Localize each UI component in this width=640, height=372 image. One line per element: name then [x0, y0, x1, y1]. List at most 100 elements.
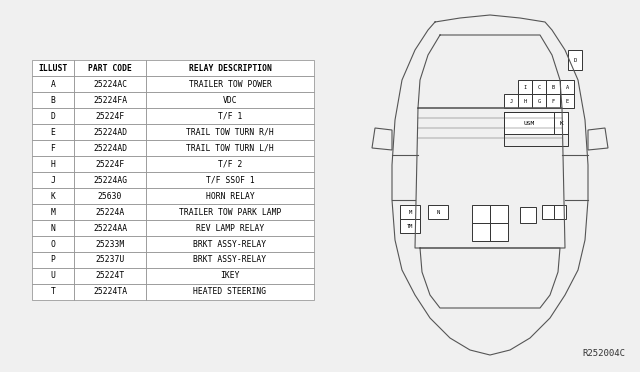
Text: TRAIL TOW TURN L/H: TRAIL TOW TURN L/H — [186, 144, 274, 153]
Text: BRKT ASSY-RELAY: BRKT ASSY-RELAY — [193, 256, 267, 264]
Bar — [32, 124, 74, 140]
Bar — [32, 220, 74, 236]
Text: E: E — [51, 128, 56, 137]
Text: IKEY: IKEY — [220, 272, 240, 280]
Bar — [504, 94, 518, 108]
Text: 25224AA: 25224AA — [93, 224, 127, 232]
Bar — [32, 108, 74, 124]
Text: F: F — [51, 144, 56, 153]
Text: A: A — [51, 80, 56, 89]
Text: ILLUST: ILLUST — [38, 64, 68, 73]
Bar — [146, 92, 314, 108]
Text: 25224AD: 25224AD — [93, 128, 127, 137]
Bar — [74, 236, 146, 252]
Bar — [74, 124, 146, 140]
Text: H: H — [524, 99, 527, 103]
Text: REV LAMP RELAY: REV LAMP RELAY — [196, 224, 264, 232]
Bar — [74, 220, 146, 236]
Bar — [146, 108, 314, 124]
Text: O: O — [51, 240, 56, 248]
Bar — [74, 204, 146, 220]
Bar — [32, 140, 74, 156]
Bar — [146, 268, 314, 284]
Text: HORN RELAY: HORN RELAY — [205, 192, 254, 201]
Text: J: J — [51, 176, 56, 185]
Bar — [520, 207, 536, 223]
Text: 25224T: 25224T — [95, 272, 125, 280]
Bar — [146, 252, 314, 268]
Text: RELAY DESCRIPTION: RELAY DESCRIPTION — [189, 64, 271, 73]
Bar — [32, 156, 74, 172]
Bar — [74, 188, 146, 204]
Text: N: N — [436, 209, 440, 215]
Text: A: A — [565, 84, 568, 90]
Bar — [472, 205, 490, 223]
Bar — [32, 204, 74, 220]
Bar — [146, 156, 314, 172]
Bar — [546, 94, 560, 108]
Text: BRKT ASSY-RELAY: BRKT ASSY-RELAY — [193, 240, 267, 248]
Text: 25224TA: 25224TA — [93, 288, 127, 296]
Bar — [400, 219, 420, 233]
Text: 25630: 25630 — [98, 192, 122, 201]
Text: HEATED STEERING: HEATED STEERING — [193, 288, 267, 296]
Text: 25224AG: 25224AG — [93, 176, 127, 185]
Text: F: F — [552, 99, 555, 103]
Bar — [472, 223, 490, 241]
Bar — [74, 92, 146, 108]
Bar — [32, 236, 74, 252]
Bar — [560, 94, 574, 108]
Text: USM: USM — [524, 121, 534, 125]
Text: 25224F: 25224F — [95, 160, 125, 169]
Text: D: D — [51, 112, 56, 121]
Text: M: M — [51, 208, 56, 217]
Bar — [32, 284, 74, 300]
Bar — [146, 60, 314, 76]
Bar — [490, 205, 508, 223]
Text: C: C — [538, 84, 541, 90]
Bar — [74, 76, 146, 92]
Bar — [146, 284, 314, 300]
Text: K: K — [51, 192, 56, 201]
Text: 25224A: 25224A — [95, 208, 125, 217]
Bar — [74, 60, 146, 76]
Bar — [74, 108, 146, 124]
Text: R252004C: R252004C — [582, 349, 625, 358]
Bar — [146, 76, 314, 92]
Bar — [74, 156, 146, 172]
Bar — [428, 205, 448, 219]
Text: 25237U: 25237U — [95, 256, 125, 264]
Text: 25224FA: 25224FA — [93, 96, 127, 105]
Text: E: E — [565, 99, 568, 103]
Text: N: N — [51, 224, 56, 232]
Bar — [32, 252, 74, 268]
Bar — [532, 80, 546, 94]
Text: G: G — [538, 99, 541, 103]
Text: 25224AD: 25224AD — [93, 144, 127, 153]
Text: P: P — [51, 256, 56, 264]
Text: K: K — [559, 121, 563, 125]
Bar — [146, 140, 314, 156]
Text: 25233M: 25233M — [95, 240, 125, 248]
Bar — [568, 50, 582, 70]
Bar — [504, 112, 554, 134]
Text: PART CODE: PART CODE — [88, 64, 132, 73]
Bar — [32, 60, 74, 76]
Bar — [32, 92, 74, 108]
Bar — [400, 205, 420, 219]
Text: D: D — [573, 58, 577, 62]
Bar — [74, 252, 146, 268]
Bar — [554, 205, 566, 219]
Bar — [560, 80, 574, 94]
Bar — [32, 76, 74, 92]
Text: T: T — [51, 288, 56, 296]
Bar — [504, 112, 568, 146]
Bar — [74, 268, 146, 284]
Text: M: M — [408, 209, 412, 215]
Bar — [146, 204, 314, 220]
Bar — [546, 80, 560, 94]
Bar — [146, 172, 314, 188]
Text: H: H — [51, 160, 56, 169]
Bar — [32, 188, 74, 204]
Text: TM: TM — [407, 224, 413, 228]
